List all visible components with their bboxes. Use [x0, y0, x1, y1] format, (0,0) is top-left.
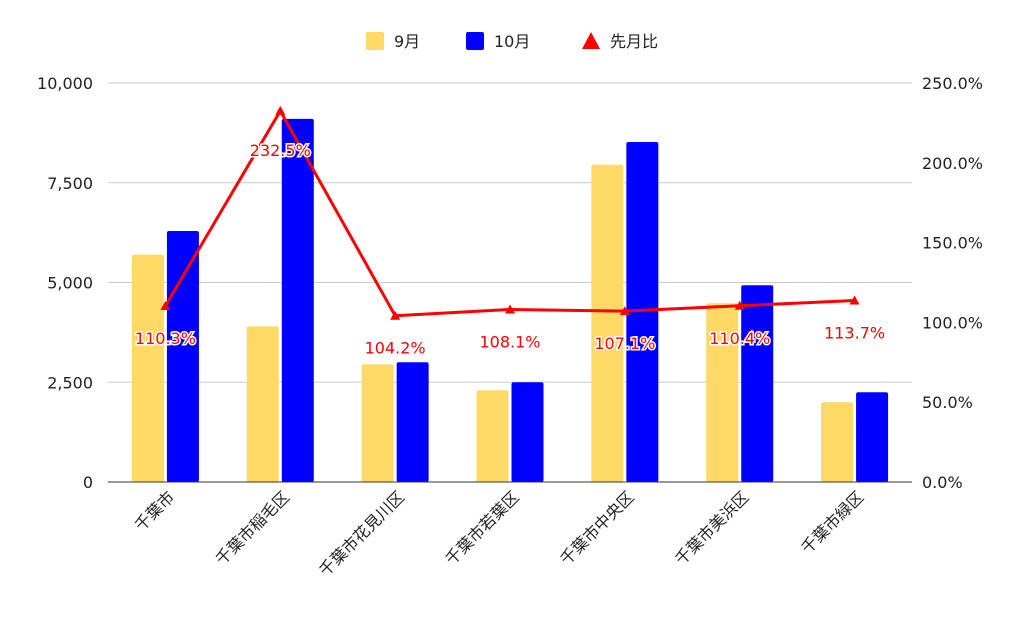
- y-right-tick-label: 100.0%: [922, 313, 983, 332]
- bar-oct: [166, 231, 199, 482]
- ratio-line: [160, 105, 860, 320]
- bars: [131, 118, 889, 483]
- ratio-data-label: 113.7%: [824, 324, 885, 343]
- gridlines: [108, 82, 912, 383]
- legend-marker: [582, 32, 600, 49]
- x-tick-label: 千葉市美浜区: [671, 487, 752, 568]
- bar-sep: [821, 402, 854, 482]
- y-right-tick-label: 150.0%: [922, 234, 983, 253]
- x-tick-label: 千葉市: [131, 487, 178, 534]
- bar-oct: [741, 285, 774, 482]
- y-right-tick-label: 250.0%: [922, 74, 983, 93]
- ratio-marker: [849, 295, 860, 305]
- bar-sep: [591, 164, 624, 483]
- ratio-data-label: 104.2%: [365, 339, 426, 358]
- x-tick-label: 千葉市花見川区: [315, 487, 408, 580]
- bar-sep: [706, 303, 739, 482]
- bar-sep: [361, 364, 394, 482]
- bar-sep: [131, 254, 164, 482]
- data-labels: 110.3% 232.5% 104.2% 108.1% 107.1% 110.4% 113.…: [133, 139, 886, 359]
- y-right-tick-label: 200.0%: [922, 154, 983, 173]
- legend: 9月 10月 先月比: [366, 32, 658, 51]
- bar-oct: [396, 362, 429, 482]
- y-left-tick-label: 7,500: [47, 174, 93, 193]
- y-left-tick-label: 2,500: [47, 373, 93, 392]
- legend-swatch: [466, 32, 484, 50]
- ratio-marker: [619, 306, 630, 316]
- bar-oct: [626, 142, 659, 482]
- ratio-data-label: 110.3%: [135, 329, 196, 348]
- ratio-marker: [505, 304, 515, 314]
- x-tick-label: 千葉市中央区: [556, 487, 637, 568]
- bar-oct: [511, 382, 544, 482]
- ratio-data-label: 110.4%: [709, 329, 770, 348]
- legend-swatch: [366, 32, 384, 50]
- legend-label: 先月比: [610, 32, 658, 51]
- ratio-data-label: 107.1%: [594, 334, 655, 353]
- y-left-tick-label: 0: [83, 473, 93, 492]
- y-right-tick-label: 50.0%: [922, 393, 973, 412]
- legend-label: 10月: [494, 32, 530, 51]
- y-left-tick-label: 10,000: [37, 74, 93, 93]
- ratio-data-label: 108.1%: [479, 332, 540, 351]
- bar-sep: [476, 390, 509, 482]
- bar-sep: [246, 326, 279, 482]
- ratio-data-label: 232.5%: [250, 141, 311, 160]
- ratio-marker: [160, 300, 171, 310]
- bar-oct: [281, 118, 314, 482]
- x-tick-label: 千葉市若葉区: [442, 487, 523, 568]
- legend-label: 9月: [394, 32, 420, 51]
- ratio-marker: [390, 310, 401, 320]
- x-tick-label: 千葉市稲毛区: [212, 487, 293, 568]
- x-tick-label: 千葉市緑区: [797, 487, 867, 557]
- bar-oct: [856, 392, 889, 482]
- ratio-marker: [734, 300, 745, 310]
- y-right-tick-label: 0.0%: [922, 473, 963, 492]
- y-left-tick-label: 5,000: [47, 274, 93, 293]
- ratio-marker: [275, 105, 286, 115]
